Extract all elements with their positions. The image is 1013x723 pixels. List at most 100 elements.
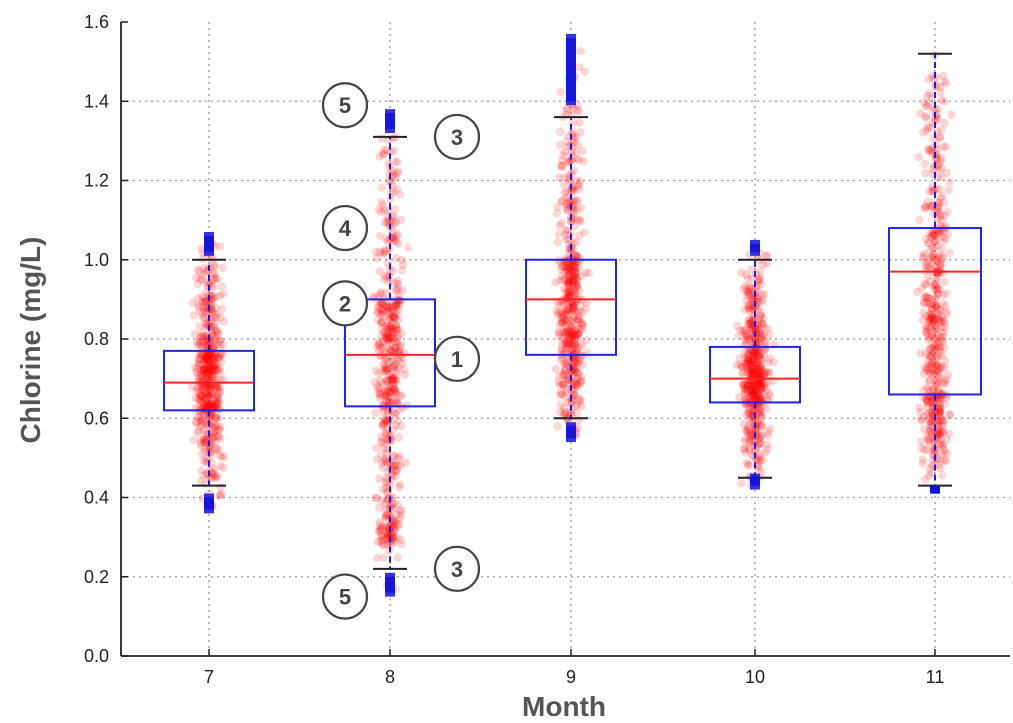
observation-point [204, 362, 213, 371]
observation-point [198, 391, 207, 400]
observation-point [757, 382, 767, 392]
observation-point [920, 159, 929, 169]
observation-point [380, 247, 389, 256]
observation-point [199, 365, 209, 374]
y-tick-label: 0.2 [84, 567, 109, 587]
observation-point [569, 335, 578, 345]
observation-point [382, 367, 391, 376]
observation-point [386, 195, 395, 204]
observation-point [390, 323, 399, 333]
observation-point [390, 346, 399, 355]
observation-point [566, 332, 576, 341]
observation-point [923, 258, 933, 267]
observation-point [395, 346, 404, 355]
observation-point [216, 422, 225, 432]
observation-point [191, 393, 200, 402]
observation-point [211, 359, 220, 368]
observation-point [194, 360, 203, 370]
observation-point [560, 332, 569, 342]
observation-point [744, 304, 754, 313]
observation-point [558, 380, 567, 389]
observation-point [570, 291, 579, 300]
observation-point [203, 402, 212, 411]
outlier-marker [750, 239, 760, 248]
y-tick-label: 1.4 [84, 91, 109, 111]
observation-point [560, 147, 569, 157]
observation-point [202, 354, 211, 364]
observation-point [210, 464, 219, 474]
observation-point [373, 316, 383, 325]
x-tick-label: 9 [566, 667, 576, 687]
observation-point [574, 107, 583, 116]
observation-point [197, 332, 206, 341]
observation-point [570, 260, 579, 269]
observation-point [389, 382, 398, 392]
observation-point [555, 300, 564, 310]
observation-point [564, 285, 574, 295]
observation-point [214, 354, 223, 363]
observation-point [566, 287, 576, 296]
observation-point [375, 247, 384, 257]
observation-point [393, 369, 402, 379]
observation-point [553, 422, 562, 431]
observation-point [378, 343, 388, 352]
observation-point [378, 540, 388, 550]
observation-point [214, 491, 224, 501]
observation-point [203, 367, 213, 377]
observation-point [749, 390, 759, 399]
observation-point [392, 287, 401, 296]
observation-point [212, 274, 221, 283]
observation-point [198, 343, 207, 352]
observation-point [376, 309, 386, 319]
observation-point [209, 355, 218, 364]
observation-point [570, 325, 580, 334]
observation-point [395, 347, 404, 356]
observation-point [389, 236, 398, 246]
observation-point [210, 262, 219, 271]
observation-point [385, 398, 395, 407]
observation-point [203, 374, 212, 383]
observation-point [382, 458, 391, 467]
observation-point [568, 104, 578, 113]
outlier-marker [930, 485, 940, 494]
observation-point [206, 361, 215, 371]
observation-point [391, 524, 400, 533]
observation-point [935, 369, 945, 378]
observation-point [935, 185, 944, 194]
observation-point [377, 523, 386, 533]
observation-point [393, 500, 402, 509]
observation-point [937, 335, 946, 345]
observation-point [209, 342, 218, 352]
observation-point [381, 396, 391, 405]
observation-point [205, 350, 214, 359]
observation-point [921, 112, 931, 121]
observation-point [560, 403, 569, 412]
observation-point [390, 384, 399, 393]
observation-point [565, 278, 574, 287]
observation-point [380, 439, 390, 448]
observation-point [384, 323, 393, 332]
observation-point [217, 490, 226, 499]
observation-point [208, 372, 217, 381]
observation-point [569, 304, 578, 313]
observation-point [197, 420, 207, 429]
observation-point [218, 263, 227, 272]
observation-point [196, 275, 205, 284]
observation-point [566, 317, 575, 327]
observation-point [208, 434, 217, 444]
observation-point [377, 306, 386, 315]
observation-point [205, 352, 215, 362]
observation-point [915, 215, 924, 225]
observation-point [398, 260, 408, 270]
observation-point [570, 262, 580, 271]
observation-point [208, 433, 217, 442]
observation-point [377, 459, 386, 468]
observation-point [210, 355, 219, 364]
observation-point [560, 268, 570, 277]
observation-point [561, 227, 571, 236]
observation-point [205, 337, 214, 346]
observation-point [566, 298, 575, 307]
observation-point [203, 351, 212, 361]
observation-point [571, 268, 580, 277]
observation-point [375, 369, 384, 378]
